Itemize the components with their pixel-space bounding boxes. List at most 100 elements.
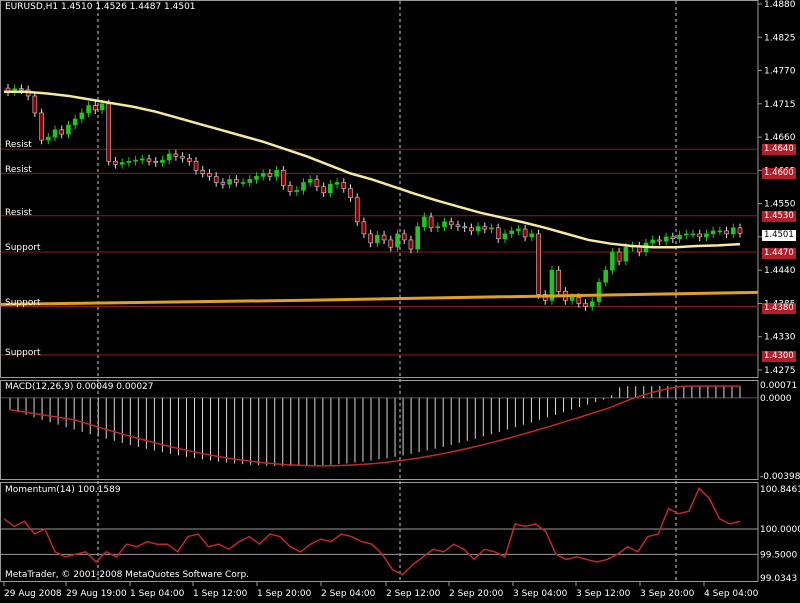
candle-body — [99, 103, 105, 111]
candle-body — [294, 190, 300, 192]
candle-body — [650, 239, 655, 244]
candle-body — [455, 224, 461, 227]
candle-body — [260, 173, 266, 177]
candle-body — [482, 226, 488, 230]
macd-pane-title: MACD(12,26,9) 0.00049 0.00027 — [5, 382, 154, 392]
candle-body — [536, 233, 541, 295]
candle-body — [187, 157, 192, 162]
candle-body — [59, 129, 65, 135]
time-axis-label: 2 Sep 12:00 — [386, 589, 441, 599]
level-price-tag: 1.4300 — [762, 351, 796, 362]
resist-label-3: Resist — [5, 208, 32, 218]
price-axis-label: 1.4330 — [764, 333, 796, 343]
price-axis-label: 1.4715 — [764, 100, 796, 110]
candle-body — [267, 173, 273, 177]
candle-body — [683, 233, 689, 236]
candle-body — [79, 112, 85, 120]
candle-body — [657, 239, 662, 242]
level-price-tag: 1.4470 — [762, 248, 796, 259]
candle-body — [146, 158, 152, 162]
candle-body — [489, 227, 494, 230]
momentum-axis-label: 99.5000 — [760, 550, 797, 560]
candle-body — [549, 269, 555, 301]
macd-pane-frame — [0, 380, 759, 480]
candle-body — [401, 233, 407, 241]
macd-axis-label: 0.0000 — [760, 394, 792, 404]
candle-body — [724, 230, 729, 235]
price-axis-label: 1.4660 — [764, 133, 796, 143]
momentum-axis-label: 99.0343 — [760, 574, 797, 584]
candle-body — [516, 228, 521, 232]
candle-body — [576, 297, 582, 304]
candle-body — [160, 159, 165, 163]
candle-body — [730, 227, 736, 235]
time-axis-label: 1 Sep 12:00 — [193, 589, 248, 599]
candle-body — [375, 234, 380, 244]
candle-body — [381, 234, 387, 241]
candle-body — [589, 301, 595, 307]
candle-body — [583, 303, 588, 307]
candle-body — [307, 179, 313, 183]
time-axis-label: 4 Sep 04:00 — [704, 589, 759, 599]
candle-body — [569, 297, 575, 301]
candle-body — [173, 153, 179, 157]
candle-body — [408, 239, 414, 250]
price-axis-label: 1.4440 — [764, 266, 796, 276]
price-axis-label: 1.4880 — [764, 0, 796, 10]
price-axis-label: 1.4275 — [764, 366, 796, 376]
candle-body — [19, 88, 24, 91]
candle-body — [113, 160, 118, 165]
momentum-axis-label: 100.8461 — [760, 485, 800, 495]
candle-body — [442, 221, 447, 227]
level-price-tag: 1.4600 — [762, 168, 796, 179]
candle-body — [93, 105, 98, 111]
candle-body — [603, 269, 608, 283]
candle-body — [287, 185, 293, 192]
candle-body — [529, 233, 535, 238]
candle-body — [623, 246, 629, 262]
candle-body — [200, 170, 206, 174]
price-axis-label: 1.4770 — [764, 67, 796, 77]
candle-body — [717, 230, 723, 233]
moving-average-line — [4, 90, 741, 249]
candle-body — [126, 160, 132, 163]
candle-body — [72, 118, 78, 126]
macd-axis-label: 0.00071 — [760, 381, 797, 391]
main-pane-title: EURUSD,H1 1.4510 1.4526 1.4487 1.4501 — [5, 2, 196, 12]
candle-body — [321, 186, 326, 194]
candle-body — [227, 179, 232, 185]
candle-body — [86, 105, 91, 114]
time-axis-label: 3 Sep 04:00 — [513, 589, 568, 599]
resist-label-2: Resist — [5, 165, 32, 175]
time-axis-label: 29 Aug 2008 — [4, 589, 62, 599]
support-label-1: Support — [5, 243, 41, 253]
candle-body — [462, 226, 467, 229]
candle-body — [45, 136, 51, 141]
momentum-pane-title: Momentum(14) 100.1589 — [5, 485, 121, 495]
candle-body — [710, 230, 716, 235]
candle-body — [354, 197, 360, 223]
candle-body — [704, 233, 709, 238]
candle-body — [475, 226, 481, 232]
time-axis-label: 2 Sep 04:00 — [321, 589, 376, 599]
candle-body — [254, 176, 259, 180]
candle-body — [119, 162, 125, 165]
candle-body — [509, 230, 514, 235]
price-axis-label: 1.4825 — [764, 33, 796, 43]
candle-body — [193, 160, 199, 171]
candle-body — [348, 188, 353, 198]
candle-body — [697, 233, 703, 238]
candle-body — [32, 95, 38, 114]
candle-body — [522, 228, 528, 238]
candle-body — [428, 216, 434, 229]
resist-label-1: Resist — [5, 140, 32, 150]
candle-body — [334, 182, 340, 185]
candle-body — [422, 216, 427, 227]
candle-body — [502, 233, 508, 240]
candle-body — [556, 269, 561, 292]
current-price-tag: 1.4501 — [762, 230, 796, 241]
candle-body — [596, 281, 602, 302]
support-label-3: Support — [5, 348, 41, 358]
